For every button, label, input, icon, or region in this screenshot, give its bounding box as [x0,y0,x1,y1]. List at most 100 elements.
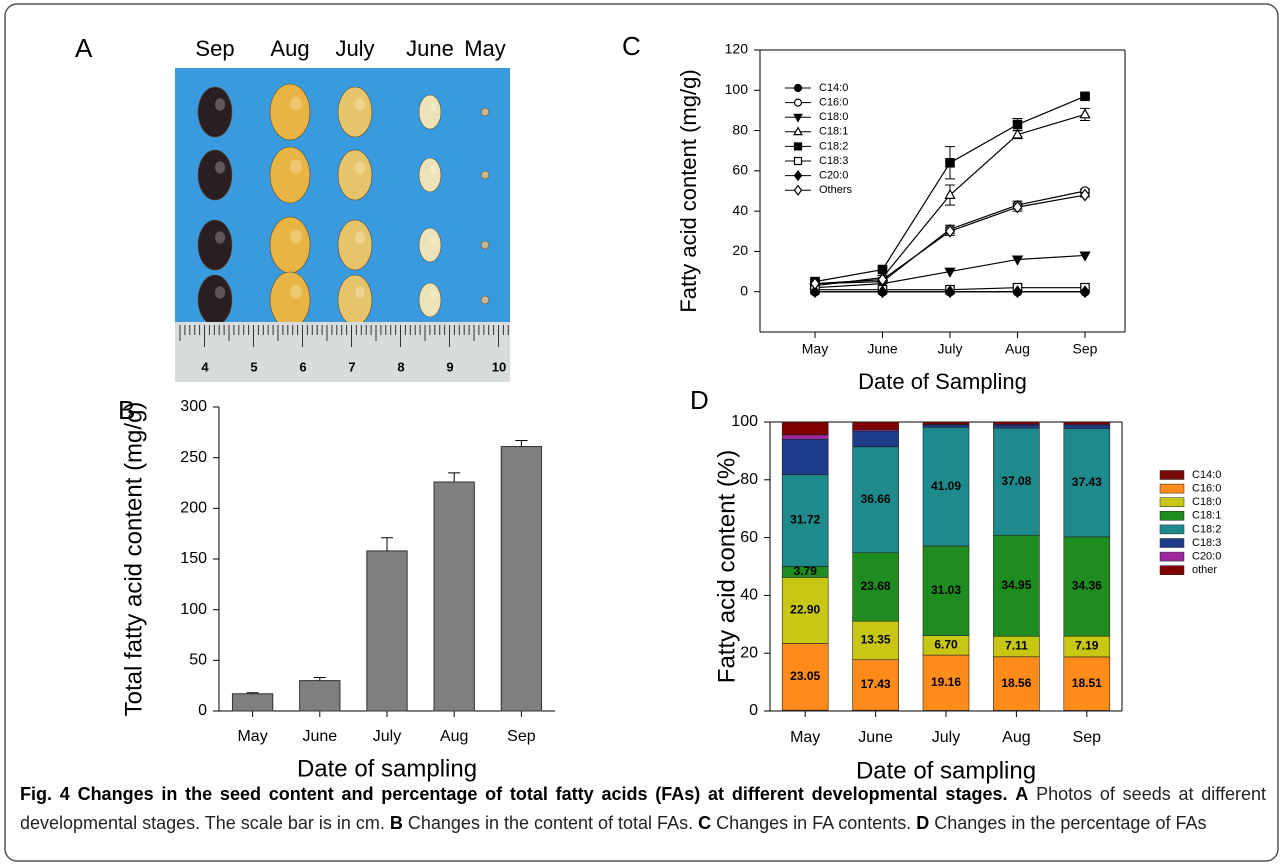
legend-label: C14:0 [1192,469,1221,481]
ruler-label: 5 [250,359,257,374]
ruler-ticks [179,325,509,347]
month-label: May [464,36,506,61]
caption-text: Changes in the percentage of FAs [934,813,1207,833]
seed-highlight [290,96,302,111]
month-label: June [406,36,454,61]
x-tick-label: May [237,728,267,745]
legend-label: C16:0 [819,97,848,109]
seed-highlight [355,161,366,174]
marker [1012,200,1023,214]
marker [1079,251,1091,262]
seed-photo [175,68,510,382]
seed [480,295,490,305]
bar-segment [922,424,970,428]
panel-label: C [622,31,641,61]
marker [1011,128,1024,139]
legend-swatch [1159,511,1185,521]
legend-label: C18:2 [1192,523,1221,535]
seed-highlight [215,286,226,299]
data-label: 23.05 [790,669,820,683]
seed-highlight [215,161,226,174]
marker [810,285,820,299]
seed [269,146,311,204]
seed [337,86,373,138]
x-tick-label: Aug [440,728,468,745]
legend-label: other [1192,564,1217,576]
seed-highlight [430,165,437,175]
seed-highlight [430,102,437,112]
seed [269,271,311,329]
legend-marker [793,170,803,182]
legend-marker [793,126,803,136]
legend-marker [793,98,803,107]
marker [944,188,956,199]
error-bar [381,537,393,551]
marker [945,224,955,238]
data-label: 34.95 [1001,578,1031,592]
marker [877,285,888,299]
legend-label: C18:1 [819,126,848,138]
legend-marker [793,83,803,93]
y-tick-label: 80 [740,471,758,488]
data-label: 31.72 [790,513,820,527]
x-tick-label: June [858,729,893,746]
y-tick-label: 40 [732,202,748,218]
legend-swatch [1159,497,1185,507]
data-label: 7.19 [1075,639,1099,653]
data-label: 19.16 [931,675,961,689]
month-label: July [335,36,374,61]
data-label: 6.70 [934,638,958,652]
seeds [197,83,490,329]
seed-highlight [355,98,366,111]
y-axis-label: Fatty acid content (%) [713,450,740,683]
y-axis-label: Fatty acid content (mg/g) [676,69,701,312]
x-tick-label: May [802,341,828,357]
caption: Fig. 4 Changes in the seed content and p… [20,780,1266,860]
error-bar [448,472,461,482]
marker [1012,285,1023,299]
seed-highlight [355,231,366,244]
bar-segment [781,421,829,436]
bar-segment [993,534,1040,637]
ruler-label: 7 [348,359,355,374]
y-tick-label: 100 [180,601,207,618]
seed [197,149,233,201]
bar-segment [1063,536,1111,637]
x-axis-label: Date of Sampling [858,369,1027,394]
caption-text: D [916,813,930,833]
bar-segment [852,552,899,622]
legend-marker [793,156,803,166]
seed [337,274,373,326]
legend-label: C16:0 [1192,483,1221,495]
error-bar [515,439,528,447]
seed [269,83,311,141]
bar-segment [781,438,829,476]
y-tick-label: 100 [725,81,749,97]
bar-segment [1063,656,1111,711]
bar-segment [993,421,1040,425]
seed [337,219,373,271]
marker [1080,285,1090,299]
seed-highlight [215,98,226,111]
legend-swatch [1159,470,1185,480]
seed-highlight [290,284,302,299]
data-label: 18.56 [1001,676,1031,690]
bar-segment [852,430,899,448]
ruler-label: 8 [397,359,404,374]
marker [945,158,955,168]
bar-segment [852,421,899,431]
marker [1011,255,1024,266]
seed [480,170,490,180]
marker [877,273,888,287]
x-tick-label: May [790,729,820,746]
data-label: 7.11 [1005,639,1028,653]
seed [480,107,490,117]
x-tick-label: July [938,341,963,357]
data-label: 18.51 [1072,676,1102,690]
y-tick-label: 80 [732,121,748,137]
x-tick-label: Sep [1073,729,1102,746]
bar-segment [922,426,970,547]
x-tick-label: June [302,728,337,745]
marker [945,285,955,299]
seed [197,274,233,326]
